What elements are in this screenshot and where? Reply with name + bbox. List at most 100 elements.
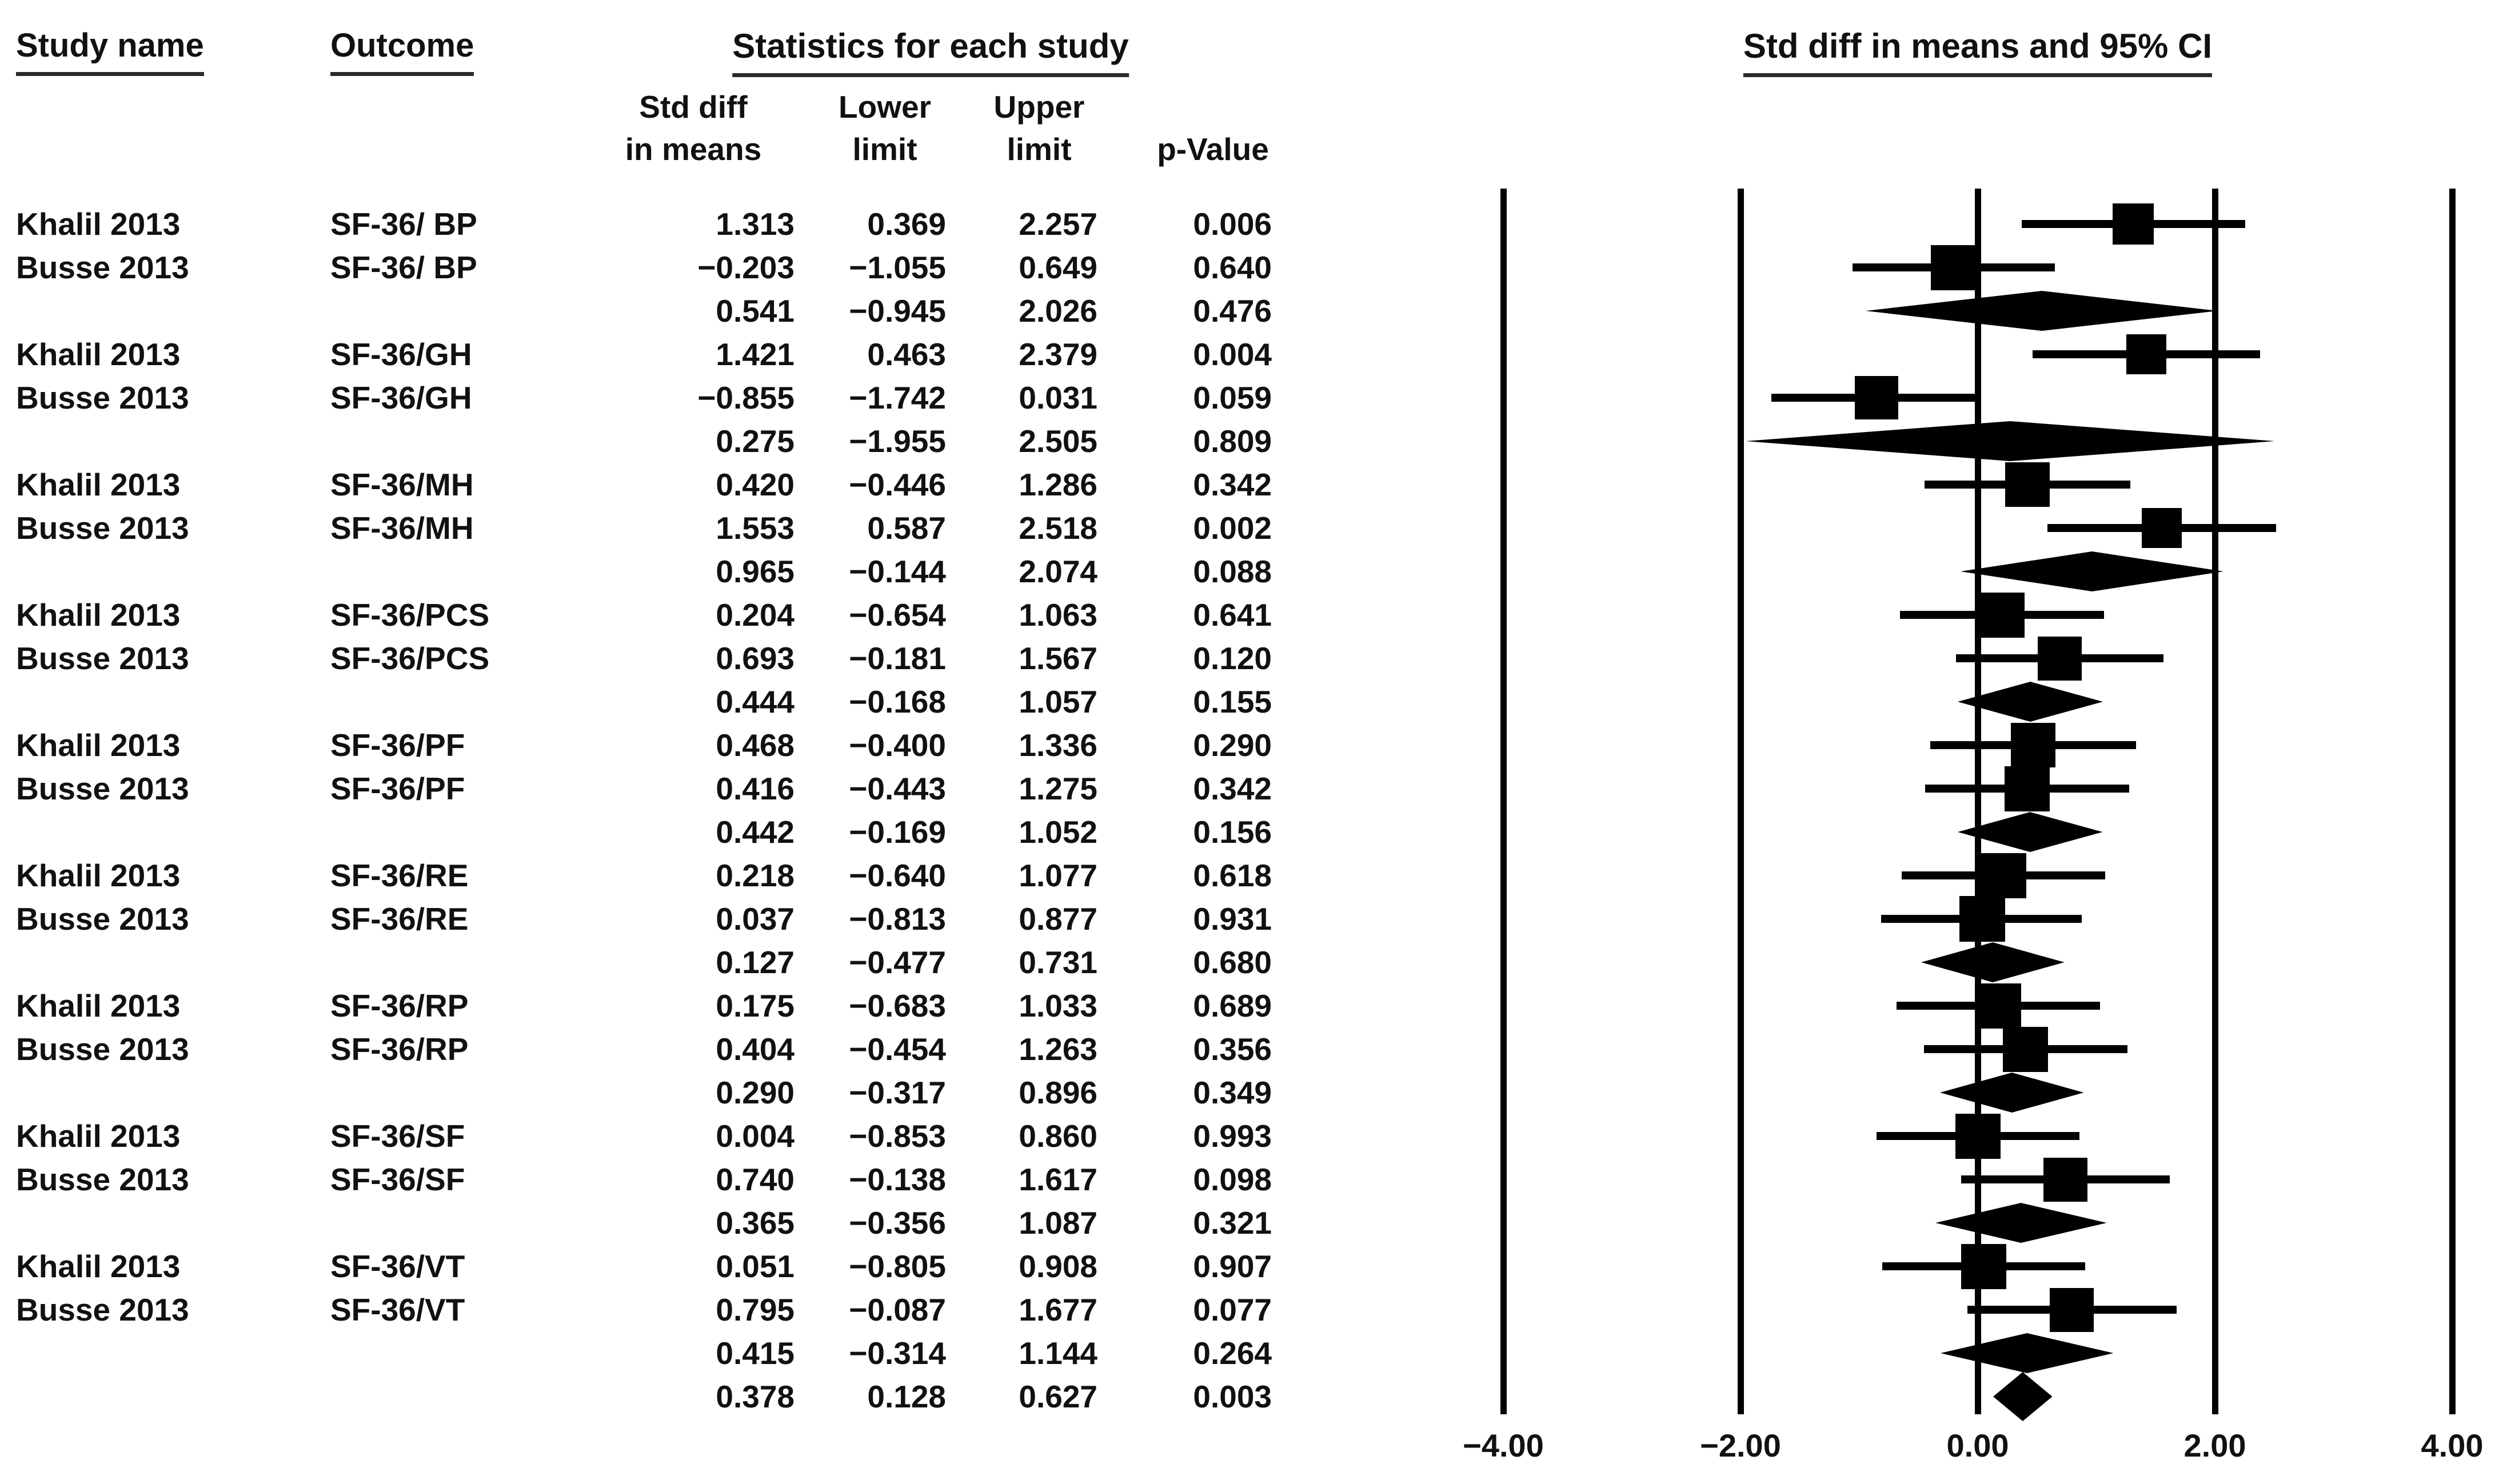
p-value-cell: 0.931 <box>1193 901 1272 937</box>
outcome-cell: SF-36/SF <box>330 1162 465 1197</box>
upper-limit-cell: 1.033 <box>1019 988 1097 1023</box>
table-row-study: Khalil 2013 SF-36/SF 0.004 −0.853 0.860 0.993 <box>0 1114 1315 1158</box>
std-diff-header-line2: in means <box>625 131 762 167</box>
lower-limit-cell: −0.477 <box>849 945 946 980</box>
p-value-cell: 0.356 <box>1193 1031 1272 1067</box>
outcome-cell: SF-36/PCS <box>330 597 490 633</box>
std-diff-cell: 0.541 <box>716 293 795 329</box>
upper-limit-cell: 0.031 <box>1019 380 1097 415</box>
p-value-cell: 0.640 <box>1193 250 1272 285</box>
upper-limit-cell: 2.518 <box>1019 510 1097 546</box>
std-diff-cell: 0.965 <box>716 554 795 589</box>
x-axis-tick-label: 4.00 <box>2421 1427 2484 1463</box>
study-point-estimate-square <box>1979 592 2025 638</box>
table-row-study: Khalil 2013 SF-36/ BP 1.313 0.369 2.257 0.006 <box>0 202 1315 246</box>
lower-limit-column-header: Lower limit <box>839 86 931 170</box>
overall-summary-diamond <box>1993 1372 2053 1421</box>
lower-limit-cell: −0.853 <box>849 1118 946 1154</box>
table-row-study: Busse 2013 SF-36/ BP −0.203 −1.055 0.649 0.64… <box>0 246 1315 289</box>
study-name-cell <box>16 289 313 333</box>
lower-limit-cell: −0.654 <box>849 597 946 633</box>
upper-limit-cell: 1.087 <box>1019 1205 1097 1241</box>
std-diff-cell: 0.175 <box>716 988 795 1023</box>
upper-limit-cell: 2.074 <box>1019 554 1097 589</box>
table-row-study: Khalil 2013 SF-36/PF 0.468 −0.400 1.336 0.290 <box>0 723 1315 767</box>
outcome-cell: SF-36/ BP <box>330 206 477 242</box>
std-diff-cell: 1.421 <box>716 337 795 372</box>
outcome-cell: SF-36/VT <box>330 1249 465 1284</box>
study-name-cell <box>16 810 313 854</box>
lower-limit-cell: −0.317 <box>849 1075 946 1110</box>
upper-limit-cell: 2.379 <box>1019 337 1097 372</box>
lower-limit-cell: −1.742 <box>849 380 946 415</box>
p-value-cell: 0.342 <box>1193 467 1272 502</box>
statistics-table: Khalil 2013 SF-36/ BP 1.313 0.369 2.257 0.006… <box>0 202 1315 1459</box>
upper-limit-cell: 0.908 <box>1019 1249 1097 1284</box>
study-point-estimate-square <box>1975 983 2021 1029</box>
study-point-estimate-square <box>2011 723 2056 767</box>
study-point-estimate-square <box>1961 1243 2007 1289</box>
study-point-estimate-square <box>2142 508 2182 548</box>
std-diff-header-line1: Std diff <box>639 89 748 125</box>
outcome-cell <box>330 1331 593 1375</box>
p-value-cell: 0.342 <box>1193 771 1272 806</box>
study-name-cell: Busse 2013 <box>16 901 189 937</box>
study-name-cell: Khalil 2013 <box>16 988 181 1023</box>
study-name-cell <box>16 419 313 463</box>
std-diff-cell: 0.693 <box>716 641 795 676</box>
study-name-cell: Busse 2013 <box>16 1292 189 1327</box>
upper-limit-cell: 1.144 <box>1019 1335 1097 1371</box>
p-value-cell: 0.476 <box>1193 293 1272 329</box>
p-value-cell: 0.156 <box>1193 814 1272 850</box>
lower-limit-header-line2: limit <box>852 131 917 167</box>
upper-limit-header-line2: limit <box>1007 131 1072 167</box>
subgroup-summary-diamond <box>1940 1333 2114 1373</box>
subgroup-summary-diamond <box>1921 942 2065 982</box>
outcome-cell: SF-36/GH <box>330 337 472 372</box>
table-row-summary: 0.444 −0.168 1.057 0.155 <box>0 680 1315 723</box>
study-name-cell: Busse 2013 <box>16 510 189 546</box>
subgroup-summary-diamond <box>1958 682 2103 722</box>
study-name-cell <box>16 1201 313 1245</box>
upper-limit-column-header: Upper limit <box>994 86 1085 170</box>
outcome-cell <box>330 1375 593 1418</box>
study-name-cell <box>16 680 313 723</box>
outcome-cell <box>330 550 593 593</box>
study-name-cell: Khalil 2013 <box>16 206 181 242</box>
x-axis-tick-label: −2.00 <box>1700 1427 1781 1463</box>
p-value-cell: 0.004 <box>1193 337 1272 372</box>
lower-limit-cell: −0.314 <box>849 1335 946 1371</box>
lower-limit-cell: −0.640 <box>849 858 946 893</box>
study-name-cell: Busse 2013 <box>16 1031 189 1067</box>
upper-limit-cell: 0.731 <box>1019 945 1097 980</box>
lower-limit-cell: −0.138 <box>849 1162 946 1197</box>
std-diff-cell: 0.127 <box>716 945 795 980</box>
std-diff-in-means-column-header: Std diff in means <box>625 86 761 170</box>
upper-limit-cell: 1.275 <box>1019 771 1097 806</box>
table-row-summary: 0.290 −0.317 0.896 0.349 <box>0 1071 1315 1114</box>
lower-limit-cell: −0.168 <box>849 684 946 719</box>
axis-gridline <box>2449 189 2456 1414</box>
std-diff-cell: 0.365 <box>716 1205 795 1241</box>
outcome-cell: SF-36/ BP <box>330 250 477 285</box>
study-name-cell: Khalil 2013 <box>16 467 181 502</box>
study-name-cell: Khalil 2013 <box>16 1249 181 1284</box>
outcome-cell <box>330 1071 593 1114</box>
upper-limit-cell: 2.026 <box>1019 293 1097 329</box>
subgroup-summary-diamond <box>1865 291 2218 331</box>
study-point-estimate-square <box>1854 376 1898 419</box>
subgroup-summary-diamond <box>1746 421 2275 461</box>
std-diff-cell: 0.416 <box>716 771 795 806</box>
study-name-cell: Khalil 2013 <box>16 727 181 763</box>
p-value-cell: 0.155 <box>1193 684 1272 719</box>
std-diff-cell: 0.444 <box>716 684 795 719</box>
lower-limit-cell: 0.128 <box>867 1379 946 1414</box>
upper-limit-cell: 1.677 <box>1019 1292 1097 1327</box>
std-diff-cell: 1.313 <box>716 206 795 242</box>
std-diff-cell: 0.051 <box>716 1249 795 1284</box>
outcome-cell: SF-36/MH <box>330 510 474 546</box>
upper-limit-cell: 0.896 <box>1019 1075 1097 1110</box>
study-point-estimate-square <box>2043 1157 2088 1202</box>
statistics-section-header: Statistics for each study <box>732 27 1129 77</box>
